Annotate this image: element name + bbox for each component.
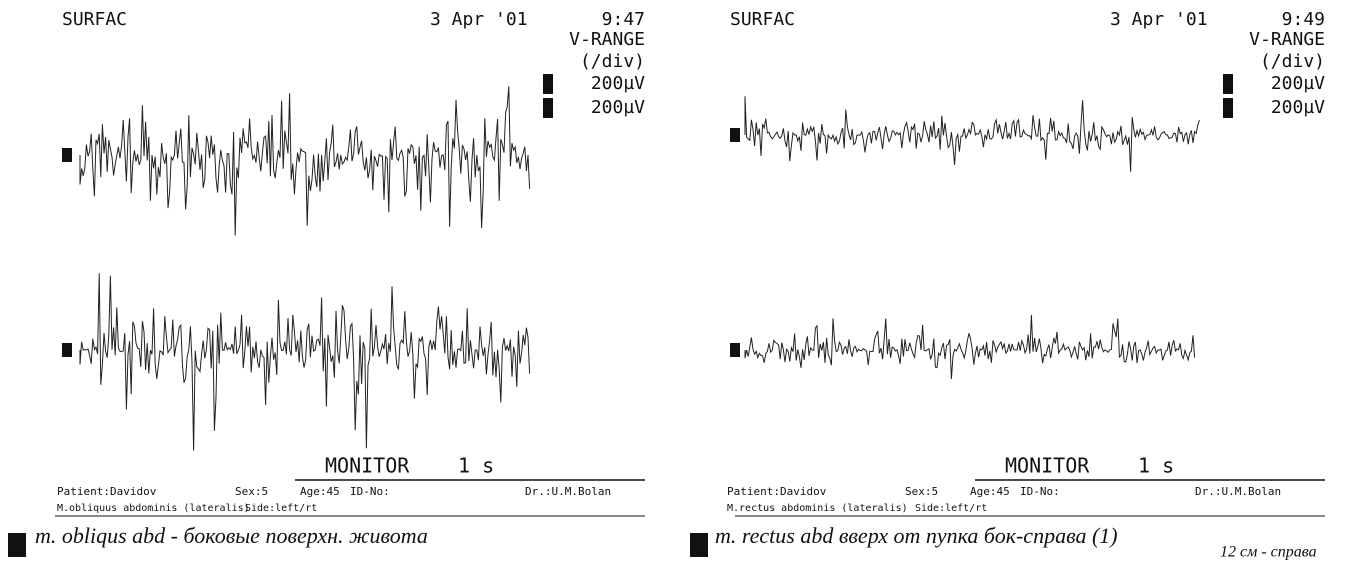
channel-range: 200µV [1271, 73, 1325, 94]
channel-label [62, 343, 72, 357]
handwritten-note: m. obliqus abd - боковые поверхн. живота [35, 523, 428, 548]
mode: MONITOR [1005, 454, 1090, 478]
channel-range: 200µV [591, 97, 645, 118]
brand: SURFAC [730, 9, 795, 30]
note-marker [8, 533, 26, 557]
range-unit: (/div) [580, 51, 645, 72]
channel-range: 200µV [1271, 97, 1325, 118]
emg-trace [79, 273, 531, 451]
note-marker [690, 533, 708, 557]
channel-marker [1223, 98, 1233, 118]
time: 9:49 [1282, 9, 1325, 30]
channel-marker [543, 74, 553, 94]
muscle-field: Side:left/rt [915, 503, 987, 514]
emg-trace [744, 96, 1200, 172]
info-field: ID-No: [350, 485, 390, 498]
date: 3 Apr '01 [430, 9, 528, 30]
date: 3 Apr '01 [1110, 9, 1208, 30]
channel-label [730, 343, 740, 357]
info-field: Age:45 [970, 485, 1010, 498]
channel-marker [1223, 74, 1233, 94]
brand: SURFAC [62, 9, 127, 30]
handwritten-note: 12 см - справа [1220, 544, 1317, 561]
muscle-field: Side:left/rt [245, 503, 317, 514]
info-field: Sex:5 [905, 485, 938, 498]
info-field: Sex:5 [235, 485, 268, 498]
info-field: Dr.:U.M.Bolan [1195, 485, 1281, 498]
muscle-field: M.rectus abdominis (lateralis) [727, 503, 908, 514]
info-field: ID-No: [1020, 485, 1060, 498]
sweep: 1 s [458, 454, 494, 478]
muscle-field: M.obliquus abdominis (lateralis) [57, 503, 250, 514]
channel-range: 200µV [591, 73, 645, 94]
time: 9:47 [602, 9, 645, 30]
channel-label [62, 148, 72, 162]
handwritten-note: m. rectus abd вверх от пупка бок-справа … [715, 523, 1118, 548]
emg-trace [744, 314, 1196, 380]
range-unit: (/div) [1260, 51, 1325, 72]
info-field: Patient:Davidov [57, 485, 157, 498]
range-title: V-RANGE [1249, 29, 1325, 50]
info-field: Age:45 [300, 485, 340, 498]
info-field: Patient:Davidov [727, 485, 827, 498]
info-field: Dr.:U.M.Bolan [525, 485, 611, 498]
channel-label [730, 128, 740, 142]
sweep: 1 s [1138, 454, 1174, 478]
emg-trace [79, 86, 531, 236]
mode: MONITOR [325, 454, 410, 478]
channel-marker [543, 98, 553, 118]
range-title: V-RANGE [569, 29, 645, 50]
